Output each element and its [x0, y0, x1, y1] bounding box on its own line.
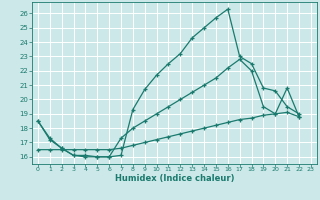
X-axis label: Humidex (Indice chaleur): Humidex (Indice chaleur) [115, 174, 234, 183]
